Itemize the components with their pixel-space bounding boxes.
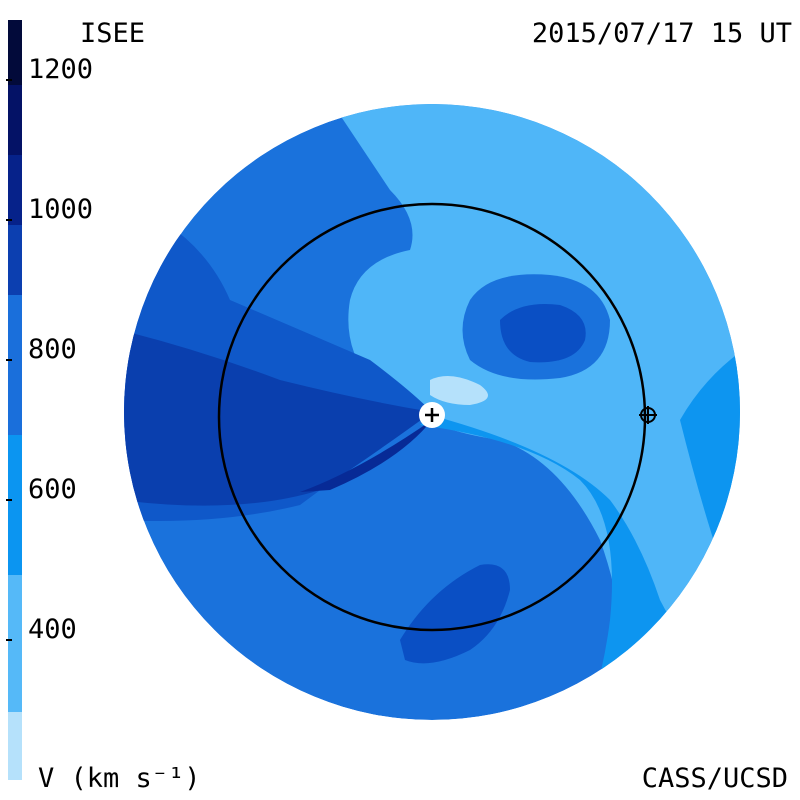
sun-marker [419, 402, 445, 428]
tick-label: 1000 [28, 194, 93, 225]
tick-label: 600 [28, 474, 77, 505]
unit-label: V (km s⁻¹) [38, 763, 201, 794]
tick-label: 1200 [28, 54, 93, 85]
earth-orbit [217, 202, 647, 632]
tick-label: 400 [28, 614, 77, 645]
source-label: ISEE [80, 18, 145, 49]
color-bar-ticks: 400 600 800 1000 1200 [6, 54, 93, 645]
earth-marker [639, 406, 657, 424]
tick-label: 800 [28, 334, 77, 365]
credit: CASS/UCSD [642, 763, 788, 794]
timestamp: 2015/07/17 15 UT [532, 18, 792, 49]
color-bar [8, 20, 22, 780]
